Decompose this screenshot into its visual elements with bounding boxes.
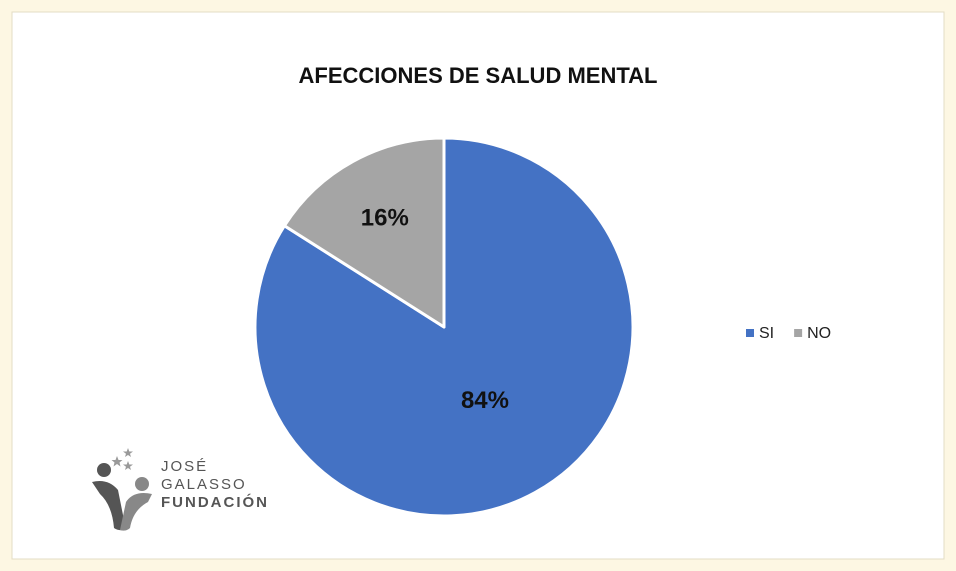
logo-text: GALASSO bbox=[161, 476, 247, 493]
logo-text: FUNDACIÓN bbox=[161, 493, 269, 511]
data-label: 16% bbox=[361, 205, 409, 232]
data-label: 84% bbox=[461, 387, 509, 414]
legend-swatch bbox=[746, 329, 754, 337]
pie-slice bbox=[282, 136, 446, 329]
legend-label: SI bbox=[759, 325, 774, 342]
legend-label: NO bbox=[807, 325, 831, 342]
logo-text: JOSÉ bbox=[161, 458, 208, 475]
logo-icon bbox=[92, 448, 152, 531]
legend-swatch bbox=[794, 329, 803, 337]
chart-title: AFECCIONES DE SALUD MENTAL bbox=[299, 63, 658, 88]
